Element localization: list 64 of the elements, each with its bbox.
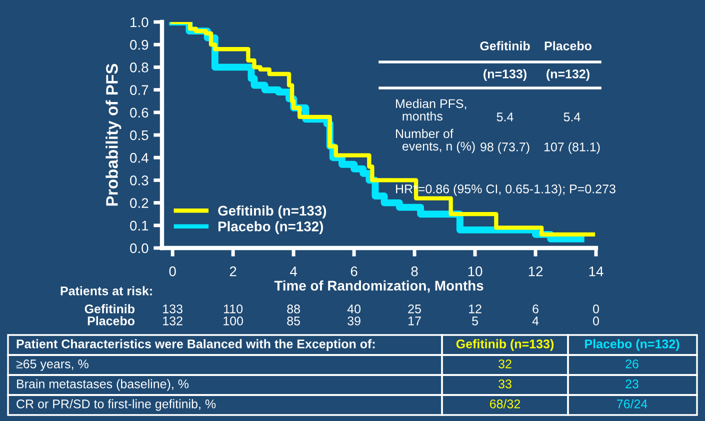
y-tick-label: 0.2: [130, 198, 148, 208]
annotation: 98 (73.7): [480, 142, 530, 154]
annotation: Placebo: [544, 41, 592, 50]
x-tick-label: 0: [169, 266, 176, 276]
x-tick-label: 8: [411, 266, 418, 276]
text: Gefitinib: [84, 304, 134, 314]
text: 40: [347, 304, 361, 314]
x-tick-label: 14: [589, 266, 604, 276]
y-tick-label: 0.7: [130, 85, 148, 95]
annotation: 107 (81.1): [544, 142, 600, 154]
legend-label: Placebo (n=132): [218, 221, 324, 234]
y-tick-label: 0.8: [130, 62, 148, 72]
text: 85: [287, 316, 300, 326]
legend-label: Gefitinib (n=133): [218, 205, 326, 218]
text: 12: [469, 304, 482, 314]
y-tick-label: 0.9: [130, 40, 148, 50]
text: 0: [593, 316, 599, 326]
annotation: 5.4: [564, 112, 580, 122]
x-tick-label: 2: [230, 266, 236, 276]
text: 88: [287, 304, 300, 314]
text: 6: [532, 304, 538, 314]
text: 26: [626, 360, 638, 368]
y-tick-label: 0.6: [130, 108, 148, 118]
text: 5: [472, 316, 478, 326]
x-tick-label: 6: [350, 266, 358, 276]
text: Gefitinib (n=133): [456, 339, 554, 351]
text: 76/24: [617, 399, 648, 408]
y-tick-label: 0.1: [130, 220, 148, 231]
text: 133: [163, 304, 182, 314]
y-tick-label: 0.3: [130, 176, 148, 186]
text: 68/32: [490, 399, 520, 408]
y-tick-label: 0.4: [130, 152, 148, 163]
text: Brain metastases (baseline), %: [17, 379, 189, 391]
x-tick-label: 4: [290, 266, 298, 276]
text: 100: [224, 316, 244, 326]
text: Patient Characteristics were Balanced with the Exception of:: [16, 339, 375, 351]
text: Placebo (n=132): [585, 339, 680, 351]
annotation: (n=133): [484, 69, 526, 81]
text: 0: [593, 304, 599, 314]
text: 132: [163, 316, 182, 326]
text: Placebo: [88, 316, 135, 326]
text: 25: [408, 304, 421, 314]
y-tick-label: 0.5: [130, 130, 148, 140]
annotation: Median PFS, months: [396, 98, 466, 121]
text: CR or PR/SD to first-line gefitinib, %: [16, 399, 216, 411]
x-axis-title: Time of Randomization, Months: [274, 280, 484, 293]
text: 4: [532, 316, 539, 326]
text: 32: [498, 360, 512, 368]
text: ≥65 years, %: [16, 360, 88, 371]
annotation: Gefitinib: [480, 41, 530, 50]
text: 110: [224, 304, 243, 314]
annotation: Number of events, n (%): [396, 128, 475, 154]
y-tick-label: 0.0: [130, 243, 148, 254]
x-tick-label: 10: [468, 266, 482, 276]
text: 33: [498, 380, 512, 388]
x-tick-label: 12: [528, 266, 543, 276]
annotation: 5.4: [496, 112, 514, 122]
text: 23: [626, 380, 638, 388]
text: Patients at risk:: [60, 286, 152, 296]
annotation: (n=132): [546, 69, 590, 81]
text: 17: [408, 316, 421, 326]
y-axis-title: Probability of PFS: [106, 64, 122, 206]
y-tick-label: 1.0: [130, 17, 148, 28]
text: 39: [348, 316, 360, 326]
